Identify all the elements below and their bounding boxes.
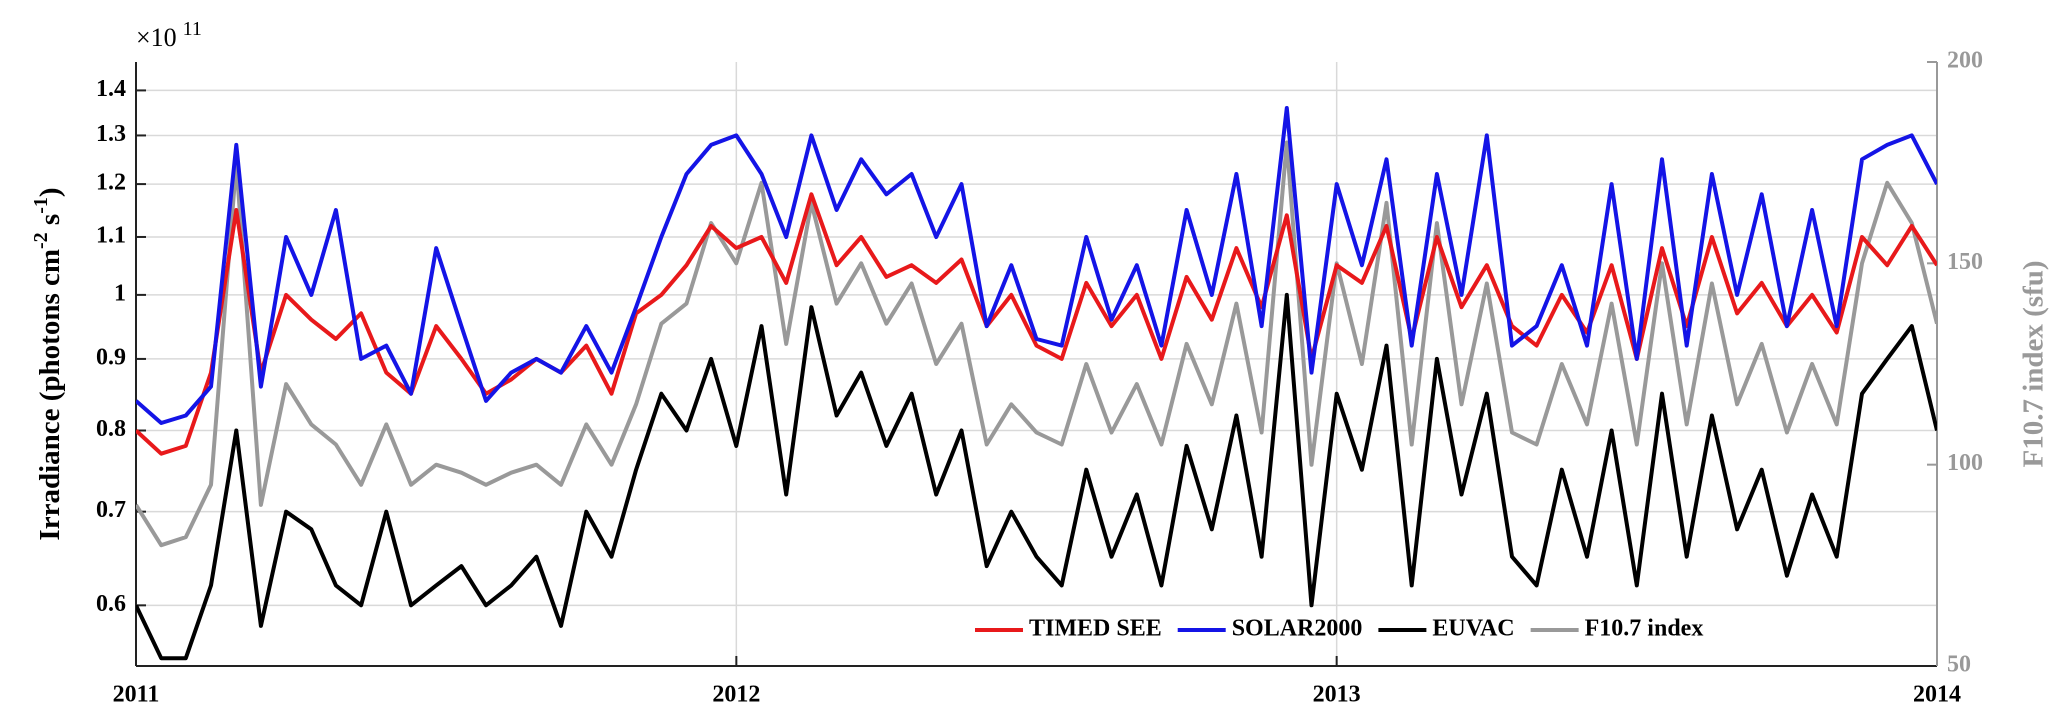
y2-tick-label: 200 [1947, 48, 1983, 74]
exponent-power: 11 [183, 18, 202, 40]
y-tick-label: 1.4 [96, 76, 126, 102]
y-tick-label: 1.3 [96, 121, 126, 147]
x-tick-label: 2014 [1913, 682, 1961, 708]
y-label-part: Irradiance (photons cm [34, 249, 66, 541]
y-label-part: ) [34, 187, 66, 197]
legend-label: SOLAR2000 [1232, 616, 1363, 642]
y2-tick-label: 150 [1947, 249, 1983, 275]
series-line [136, 292, 1937, 661]
y-tick-label: 0.9 [96, 344, 126, 370]
exponent-base: ×10 [136, 23, 177, 52]
x-tick-label: 2013 [1313, 682, 1361, 708]
y-tick-label: 1 [114, 280, 126, 306]
y2-tick-label: 50 [1947, 652, 1971, 678]
x-tick-label: 2012 [712, 682, 760, 708]
y-tick-label: 0.7 [96, 497, 126, 523]
legend-label: EUVAC [1432, 616, 1514, 642]
y-label-part: s [34, 214, 66, 233]
series-line [136, 140, 1937, 548]
y-tick-label: 0.8 [96, 416, 126, 442]
series-line [136, 106, 1937, 425]
legend-label: F10.7 index [1585, 616, 1704, 642]
y-tick-label: 1.2 [96, 170, 126, 196]
y-label-part: -2 [30, 232, 52, 249]
y-tick-label: 1.1 [96, 222, 126, 248]
y-exponent: ×10 11 [136, 18, 202, 52]
y2-tick-label: 100 [1947, 450, 1983, 476]
y-axis-label: Irradiance (photons cm-2 s-1) [30, 187, 66, 540]
y-tick-label: 0.6 [96, 591, 126, 617]
y-label-part: -1 [30, 197, 52, 214]
x-tick-label: 2011 [113, 682, 160, 708]
y2-axis-label: F10.7 index (sfu) [2018, 260, 2050, 467]
legend-label: TIMED SEE [1029, 616, 1162, 642]
